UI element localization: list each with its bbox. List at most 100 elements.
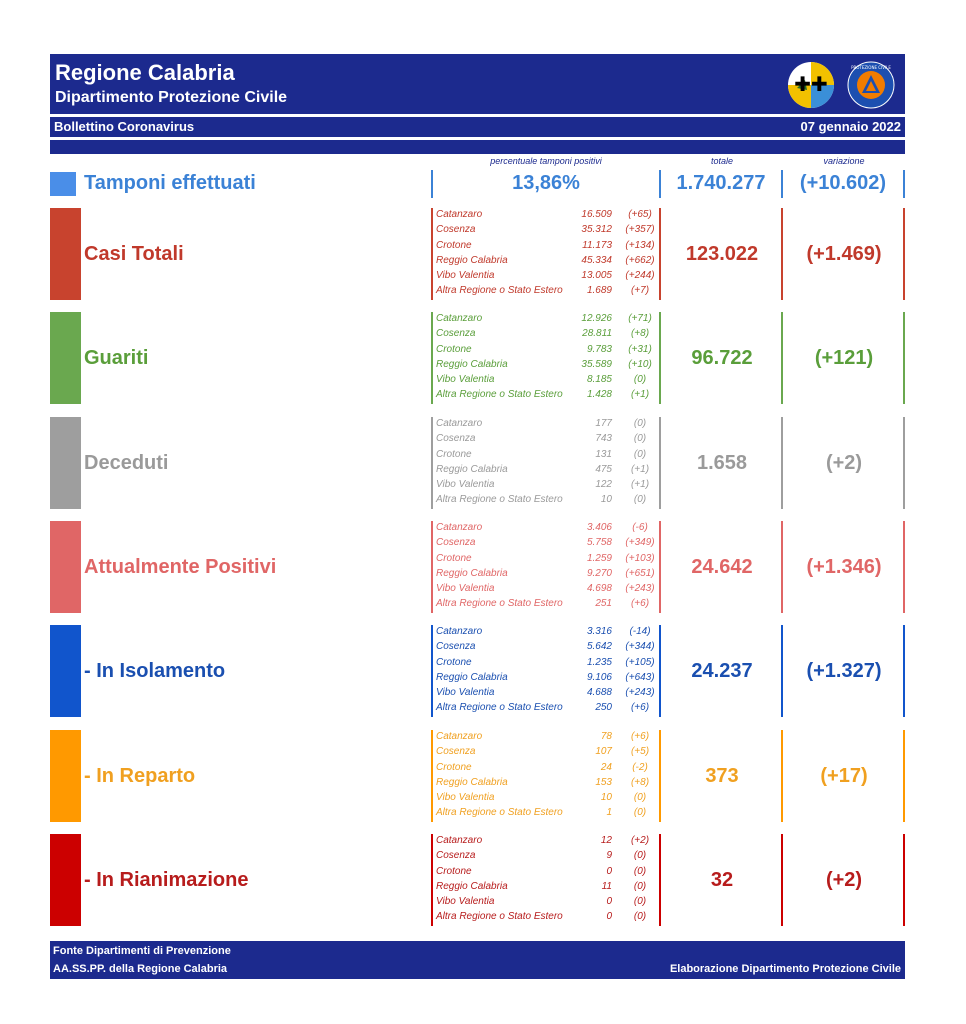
footer-bar: Fonte Dipartimenti di Prevenzione AA.SS.… bbox=[50, 941, 905, 979]
province-value: 1.235 bbox=[586, 656, 612, 668]
province-delta: (+6) bbox=[630, 598, 650, 610]
table-row: Cosenza 9 (0) bbox=[436, 850, 656, 865]
province-value: 1.689 bbox=[586, 285, 612, 297]
province-name: Altra Regione o Stato Estero bbox=[436, 807, 563, 819]
province-delta: (0) bbox=[633, 374, 647, 386]
province-name: Cosenza bbox=[436, 328, 476, 340]
category-change: (+1.327) bbox=[806, 659, 882, 682]
divider bbox=[781, 730, 783, 822]
province-delta: (-6) bbox=[632, 522, 648, 533]
province-name: Cosenza bbox=[436, 641, 476, 653]
province-delta: (+651) bbox=[625, 567, 655, 579]
category-change: (+2) bbox=[825, 451, 863, 474]
province-name: Reggio Calabria bbox=[436, 671, 508, 683]
divider bbox=[781, 312, 783, 404]
table-row: Catanzaro 16.509 (+65) bbox=[436, 209, 656, 224]
category-change: (+2) bbox=[825, 868, 863, 891]
category-label: - In Rianimazione bbox=[84, 868, 249, 891]
province-name: Cosenza bbox=[436, 224, 476, 236]
province-delta: (+643) bbox=[625, 671, 655, 683]
province-delta: (+5) bbox=[630, 746, 650, 758]
footer-source-2: AA.SS.PP. della Regione Calabria bbox=[53, 963, 228, 975]
logos: ✚✚ PROTEZIONE CIVILE bbox=[787, 60, 897, 110]
province-delta: (-14) bbox=[629, 626, 651, 637]
category-color-bar bbox=[50, 834, 81, 926]
province-name: Altra Regione o Stato Estero bbox=[436, 285, 563, 297]
province-name: Crotone bbox=[436, 656, 472, 668]
divider bbox=[431, 521, 433, 613]
category-color-bar bbox=[50, 521, 81, 613]
province-delta: (0) bbox=[633, 418, 647, 429]
province-value: 3.406 bbox=[586, 522, 612, 533]
province-value: 9.783 bbox=[586, 343, 612, 355]
province-value: 9 bbox=[606, 850, 612, 862]
province-delta: (0) bbox=[633, 911, 647, 923]
province-delta: (+31) bbox=[628, 343, 652, 355]
province-value: 122 bbox=[595, 479, 612, 491]
province-value: 4.698 bbox=[586, 583, 612, 595]
province-delta: (+2) bbox=[630, 835, 650, 846]
province-value: 1.428 bbox=[586, 389, 612, 401]
province-table: Catanzaro 177 (0) Cosenza 743 (0) Crotone 131 (0… bbox=[436, 418, 656, 510]
divider bbox=[659, 730, 661, 822]
divider bbox=[903, 417, 905, 509]
province-name: Vibo Valentia bbox=[436, 896, 495, 908]
table-row: Reggio Calabria 45.334 (+662) bbox=[436, 255, 656, 270]
table-row: Altra Regione o Stato Estero 250 (+6) bbox=[436, 702, 656, 717]
province-name: Reggio Calabria bbox=[436, 567, 508, 579]
footer-source: Fonte Dipartimenti di Prevenzione bbox=[53, 945, 231, 957]
table-row: Catanzaro 12.926 (+71) bbox=[436, 313, 656, 328]
category-total: 96.722 bbox=[691, 346, 753, 369]
table-row: Vibo Valentia 10 (0) bbox=[436, 792, 656, 807]
province-value: 5.758 bbox=[586, 537, 612, 549]
province-name: Cosenza bbox=[436, 850, 476, 862]
province-name: Crotone bbox=[436, 448, 472, 460]
province-name: Vibo Valentia bbox=[436, 583, 495, 595]
province-name: Altra Regione o Stato Estero bbox=[436, 702, 563, 714]
province-delta: (0) bbox=[633, 896, 647, 908]
province-delta: (+71) bbox=[628, 313, 652, 324]
divider bbox=[659, 834, 661, 926]
divider bbox=[431, 625, 433, 717]
province-delta: (0) bbox=[633, 850, 647, 862]
category-total: 1.658 bbox=[696, 451, 748, 474]
province-value: 24 bbox=[600, 761, 612, 773]
province-value: 8.185 bbox=[586, 374, 612, 386]
province-value: 10 bbox=[600, 494, 612, 506]
province-name: Catanzaro bbox=[436, 418, 483, 429]
province-delta: (+8) bbox=[630, 776, 650, 788]
table-row: Catanzaro 12 (+2) bbox=[436, 835, 656, 850]
province-delta: (0) bbox=[633, 494, 647, 506]
tamponi-change: (+10.602) bbox=[799, 172, 887, 194]
province-name: Vibo Valentia bbox=[436, 687, 495, 699]
province-delta: (+6) bbox=[630, 702, 650, 714]
divider bbox=[431, 730, 433, 822]
province-name: Crotone bbox=[436, 343, 472, 355]
province-value: 250 bbox=[595, 702, 612, 714]
province-name: Vibo Valentia bbox=[436, 479, 495, 491]
divider bbox=[903, 730, 905, 822]
province-name: Reggio Calabria bbox=[436, 463, 508, 475]
category-change: (+17) bbox=[820, 764, 868, 787]
province-name: Catanzaro bbox=[436, 209, 483, 220]
province-value: 10 bbox=[600, 792, 612, 804]
calabria-coat-of-arms-icon: ✚✚ bbox=[788, 62, 834, 108]
divider bbox=[431, 170, 433, 198]
col-header-change: variazione bbox=[823, 156, 865, 166]
province-value: 12 bbox=[600, 835, 612, 846]
table-row: Vibo Valentia 0 (0) bbox=[436, 896, 656, 911]
province-table: Catanzaro 3.406 (-6) Cosenza 5.758 (+349) Crot… bbox=[436, 522, 656, 614]
province-delta: (+349) bbox=[625, 537, 655, 549]
category-color-bar bbox=[50, 208, 81, 300]
province-delta: (+10) bbox=[628, 358, 652, 370]
table-row: Crotone 11.173 (+134) bbox=[436, 240, 656, 255]
province-value: 3.316 bbox=[586, 626, 612, 637]
province-value: 475 bbox=[595, 463, 612, 475]
divider bbox=[659, 312, 661, 404]
table-row: Altra Regione o Stato Estero 1.689 (+7) bbox=[436, 285, 656, 300]
province-delta: (-2) bbox=[632, 761, 648, 773]
spacer-bar bbox=[50, 140, 905, 154]
tamponi-label: Tamponi effettuati bbox=[84, 172, 256, 194]
category-change: (+121) bbox=[814, 346, 874, 369]
category-change: (+1.469) bbox=[806, 242, 882, 265]
